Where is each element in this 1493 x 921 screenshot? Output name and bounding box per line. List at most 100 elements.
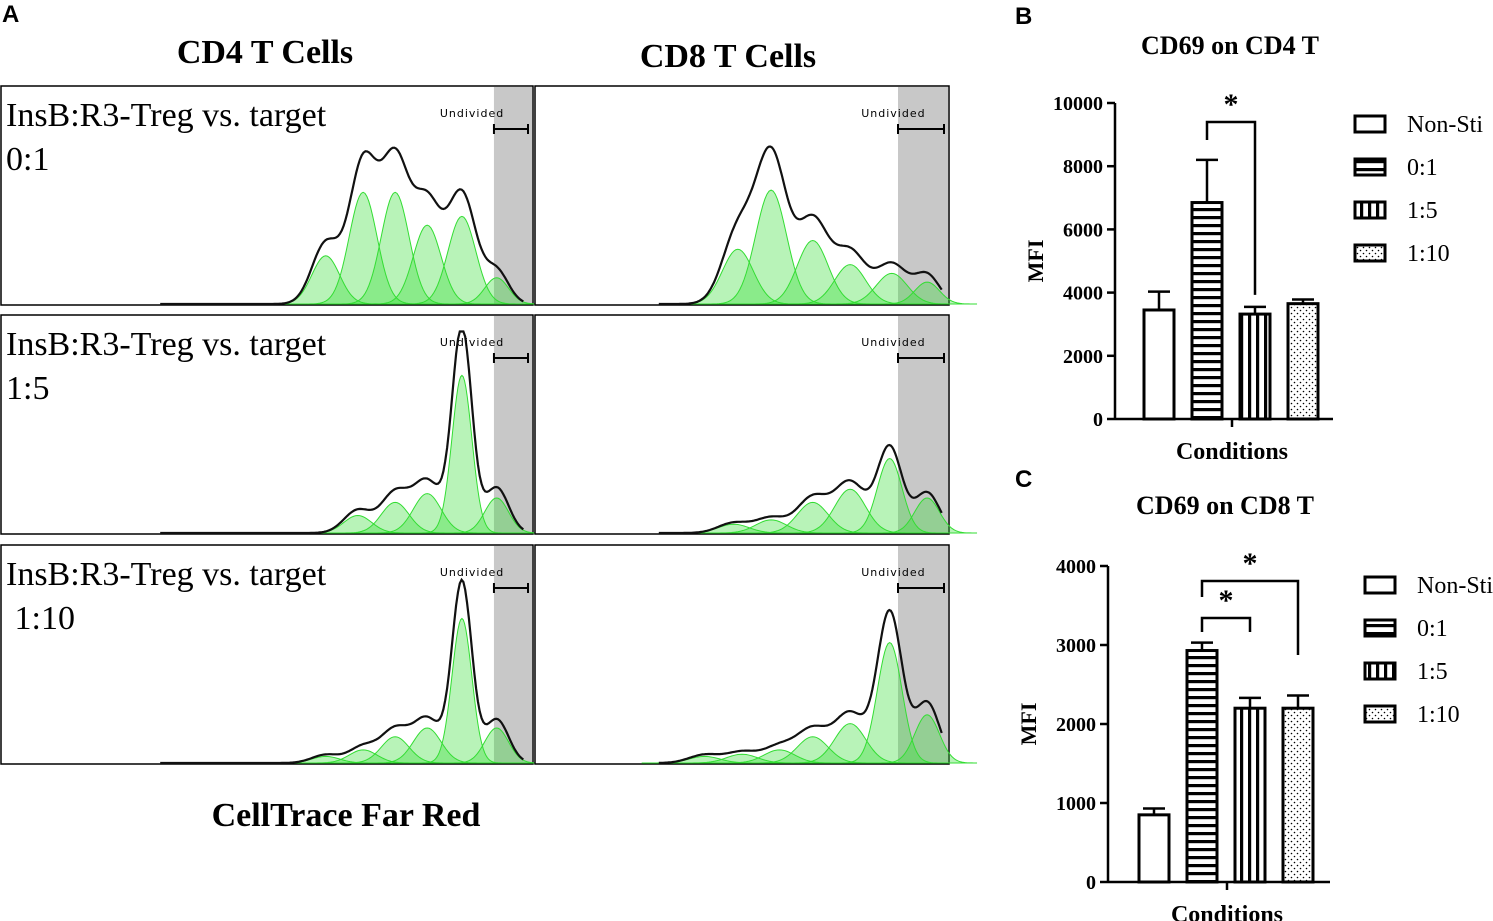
generation-peak bbox=[421, 617, 502, 764]
generation-peak bbox=[839, 458, 940, 534]
bar-1-10 bbox=[1281, 706, 1315, 884]
row-label-ratio: 1:10 bbox=[6, 600, 75, 637]
row-label-line1: InsB:R3-Treg vs. target bbox=[6, 556, 327, 593]
significance-star: * bbox=[1219, 584, 1234, 617]
chart-title: CD69 on CD4 T bbox=[1141, 31, 1319, 60]
bar-0-1 bbox=[1185, 649, 1219, 884]
bar-0-1 bbox=[1190, 201, 1224, 421]
undivided-gate-label: Undivided bbox=[861, 336, 925, 349]
gate-bracket bbox=[897, 583, 945, 593]
y-tick-label: 6000 bbox=[1063, 219, 1103, 241]
generation-peak bbox=[876, 714, 978, 764]
legend-swatch bbox=[1363, 575, 1397, 595]
legend-label: 1:10 bbox=[1407, 241, 1450, 267]
cd8-column-title: CD8 T Cells bbox=[640, 38, 816, 75]
row-label-line1: InsB:R3-Treg vs. target bbox=[6, 326, 327, 363]
y-tick-label: 2000 bbox=[1056, 714, 1096, 736]
significance-bracket bbox=[1200, 616, 1252, 632]
legend-label: 1:5 bbox=[1407, 198, 1438, 224]
chart-title: CD69 on CD8 T bbox=[1136, 491, 1314, 520]
histogram-frame bbox=[534, 85, 950, 306]
bar-1-5 bbox=[1233, 706, 1267, 884]
generation-peak bbox=[876, 281, 978, 305]
histogram-outline bbox=[160, 330, 525, 535]
gate-bracket bbox=[492, 583, 529, 593]
legend-swatch bbox=[1353, 114, 1387, 134]
bar-non-sti bbox=[1142, 308, 1176, 421]
panel-a-letter: A bbox=[2, 1, 19, 28]
legend-swatch bbox=[1353, 157, 1387, 177]
row-label-ratio: 1:5 bbox=[6, 370, 49, 407]
generation-peak bbox=[405, 215, 518, 305]
histogram-panel: Undivided bbox=[0, 85, 545, 306]
y-tick-label: 1000 bbox=[1056, 793, 1096, 815]
legend-swatch bbox=[1353, 200, 1387, 220]
cd4-column-title: CD4 T Cells bbox=[177, 34, 353, 71]
y-tick-label: 4000 bbox=[1056, 556, 1096, 578]
y-tick-label: 10000 bbox=[1053, 93, 1103, 115]
generation-peak bbox=[876, 497, 978, 534]
y-tick-label: 0 bbox=[1086, 872, 1096, 894]
generation-peak bbox=[749, 736, 876, 764]
histogram-panel: Undivided bbox=[534, 314, 978, 535]
panel-a-xlabel: CellTrace Far Red bbox=[212, 797, 481, 834]
generation-peak bbox=[421, 374, 502, 534]
legend-swatch bbox=[1363, 704, 1397, 724]
generation-peak bbox=[448, 727, 545, 764]
significance-bracket bbox=[1200, 579, 1300, 655]
x-axis-label: Conditions bbox=[1176, 439, 1288, 465]
row-label-ratio: 0:1 bbox=[6, 141, 49, 178]
y-tick-label: 4000 bbox=[1063, 283, 1103, 305]
undivided-gate bbox=[898, 316, 948, 533]
y-axis-label: MFI bbox=[1016, 703, 1041, 746]
legend-swatch bbox=[1353, 243, 1387, 263]
bar-1-10 bbox=[1286, 302, 1320, 421]
gate-bracket bbox=[897, 353, 945, 363]
generation-peak bbox=[338, 501, 452, 534]
y-axis-label: MFI bbox=[1023, 240, 1048, 283]
row-label-line1: InsB:R3-Treg vs. target bbox=[6, 97, 327, 134]
legend-label: 0:1 bbox=[1417, 616, 1448, 642]
undivided-gate bbox=[493, 87, 532, 304]
generation-peak bbox=[749, 239, 876, 305]
y-tick-label: 8000 bbox=[1063, 156, 1103, 178]
generation-peak bbox=[338, 736, 452, 764]
undivided-gate bbox=[493, 316, 532, 533]
bar-non-sti bbox=[1137, 813, 1171, 884]
histogram-grid: Undivided Undivided InsB:R3-Treg vs. targe… bbox=[0, 85, 978, 765]
legend-label: Non-Sti bbox=[1407, 112, 1483, 138]
undivided-gate bbox=[898, 87, 948, 304]
y-tick-label: 0 bbox=[1093, 409, 1103, 431]
undivided-gate-label: Undivided bbox=[440, 336, 504, 349]
histogram-panel: Undivided bbox=[0, 314, 545, 535]
generation-peak bbox=[828, 272, 955, 305]
generation-peak bbox=[370, 224, 484, 305]
histogram-frame bbox=[534, 544, 950, 765]
y-tick-label: 3000 bbox=[1056, 635, 1096, 657]
panel-letter: C bbox=[1015, 466, 1032, 493]
histogram-panel: Undivided bbox=[0, 544, 545, 765]
generation-peak bbox=[306, 191, 420, 305]
legend-label: 1:5 bbox=[1417, 659, 1448, 685]
gate-bracket bbox=[492, 124, 529, 134]
panel-letter: B bbox=[1015, 3, 1032, 30]
histogram-outline bbox=[658, 145, 943, 306]
legend-label: 1:10 bbox=[1417, 702, 1460, 728]
legend-label: 0:1 bbox=[1407, 155, 1438, 181]
generation-peak bbox=[448, 277, 545, 305]
x-axis-label: Conditions bbox=[1171, 902, 1283, 921]
bar-1-5 bbox=[1238, 312, 1272, 421]
undivided-gate-label: Undivided bbox=[861, 107, 925, 120]
chart-b: B CD69 on CD4 T 0 2000 4000 6000 8000 10000 MFI C… bbox=[1015, 3, 1483, 465]
significance-star: * bbox=[1224, 88, 1239, 121]
significance-bracket bbox=[1205, 120, 1257, 295]
gate-bracket bbox=[897, 124, 945, 134]
legend-swatch bbox=[1363, 661, 1397, 681]
histogram-frame bbox=[534, 314, 950, 535]
legend-swatch bbox=[1363, 618, 1397, 638]
histogram-outline bbox=[160, 146, 524, 306]
undivided-gate-label: Undivided bbox=[440, 107, 504, 120]
generation-peak bbox=[338, 191, 452, 305]
generation-peak bbox=[839, 641, 940, 764]
